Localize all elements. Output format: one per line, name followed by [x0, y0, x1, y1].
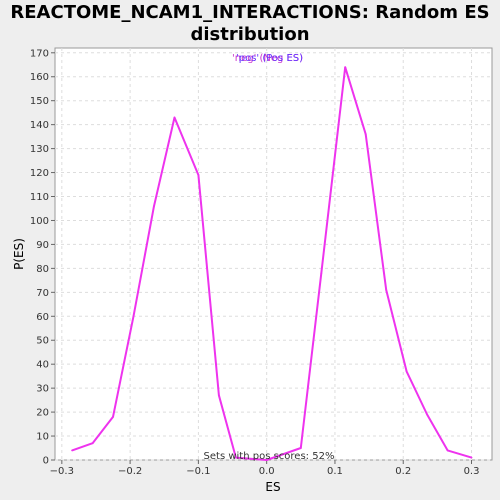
data-point: [91, 442, 94, 445]
x-tick-label: 0.3: [464, 466, 480, 477]
chart-title-line1: REACTOME_NCAM1_INTERACTIONS: Random ES: [10, 2, 490, 23]
series-group: [71, 66, 473, 461]
x-axis-label: ES: [265, 480, 280, 494]
x-tick-label: −0.1: [186, 466, 210, 477]
grid: [55, 48, 492, 461]
y-tick-label: 0: [43, 456, 49, 467]
data-point: [470, 456, 473, 459]
y-axis-ticks: 0 10 20 30 40 50 60 70 80 90 100 110 120 130 140 150 160…: [30, 48, 55, 467]
x-axis-ticks: −0.3 −0.2 −0.1 0.0 0.1 0.2 0.3: [50, 460, 480, 477]
data-point: [426, 413, 429, 416]
data-point: [344, 66, 347, 69]
y-tick-label: 120: [30, 168, 49, 179]
x-tick-label: 0.0: [259, 466, 275, 477]
x-tick-label: −0.3: [50, 466, 74, 477]
y-axis-label: P(ES): [12, 238, 26, 270]
data-point: [265, 459, 268, 461]
data-point: [71, 449, 73, 452]
data-point: [132, 315, 135, 318]
y-tick-label: 110: [30, 192, 49, 203]
y-tick-label: 20: [36, 408, 49, 419]
y-tick-label: 130: [30, 144, 49, 155]
plot-area: [54, 47, 493, 461]
x-tick-label: −0.2: [118, 466, 142, 477]
data-point: [385, 289, 388, 291]
x-tick-label: 0.1: [327, 466, 343, 477]
y-tick-label: 80: [36, 264, 49, 275]
y-tick-label: 90: [36, 240, 49, 251]
data-point: [364, 133, 367, 136]
y-tick-label: 170: [30, 48, 49, 59]
y-tick-label: 30: [36, 384, 49, 395]
data-point: [217, 394, 220, 397]
y-tick-label: 140: [30, 120, 49, 131]
y-tick-label: 70: [36, 288, 49, 299]
y-tick-label: 10: [36, 432, 49, 443]
data-point: [173, 116, 176, 119]
chart-title: REACTOME_NCAM1_INTERACTIONS: Random ES d…: [0, 2, 500, 46]
y-tick-label: 100: [30, 216, 49, 227]
data-point: [405, 370, 408, 373]
data-point: [153, 205, 155, 207]
y-tick-label: 60: [36, 312, 49, 323]
data-point: [446, 449, 449, 452]
data-point: [197, 174, 200, 176]
data-point: [299, 447, 302, 449]
data-point: [235, 456, 237, 459]
x-tick-label: 0.2: [395, 466, 411, 477]
y-tick-label: 40: [36, 360, 49, 371]
data-point: [112, 415, 114, 418]
legend-neg: 'neg' (Neg ES): [232, 53, 303, 64]
y-tick-label: 50: [36, 336, 49, 347]
legend-pos: 'pos' (Pos ES): [236, 53, 303, 64]
chart-title-line2: distribution: [190, 24, 310, 45]
data-point: [320, 272, 323, 275]
pos-scores-annotation: Sets with pos scores: 52%: [204, 451, 335, 462]
y-tick-label: 150: [30, 96, 49, 107]
y-tick-label: 160: [30, 72, 49, 83]
